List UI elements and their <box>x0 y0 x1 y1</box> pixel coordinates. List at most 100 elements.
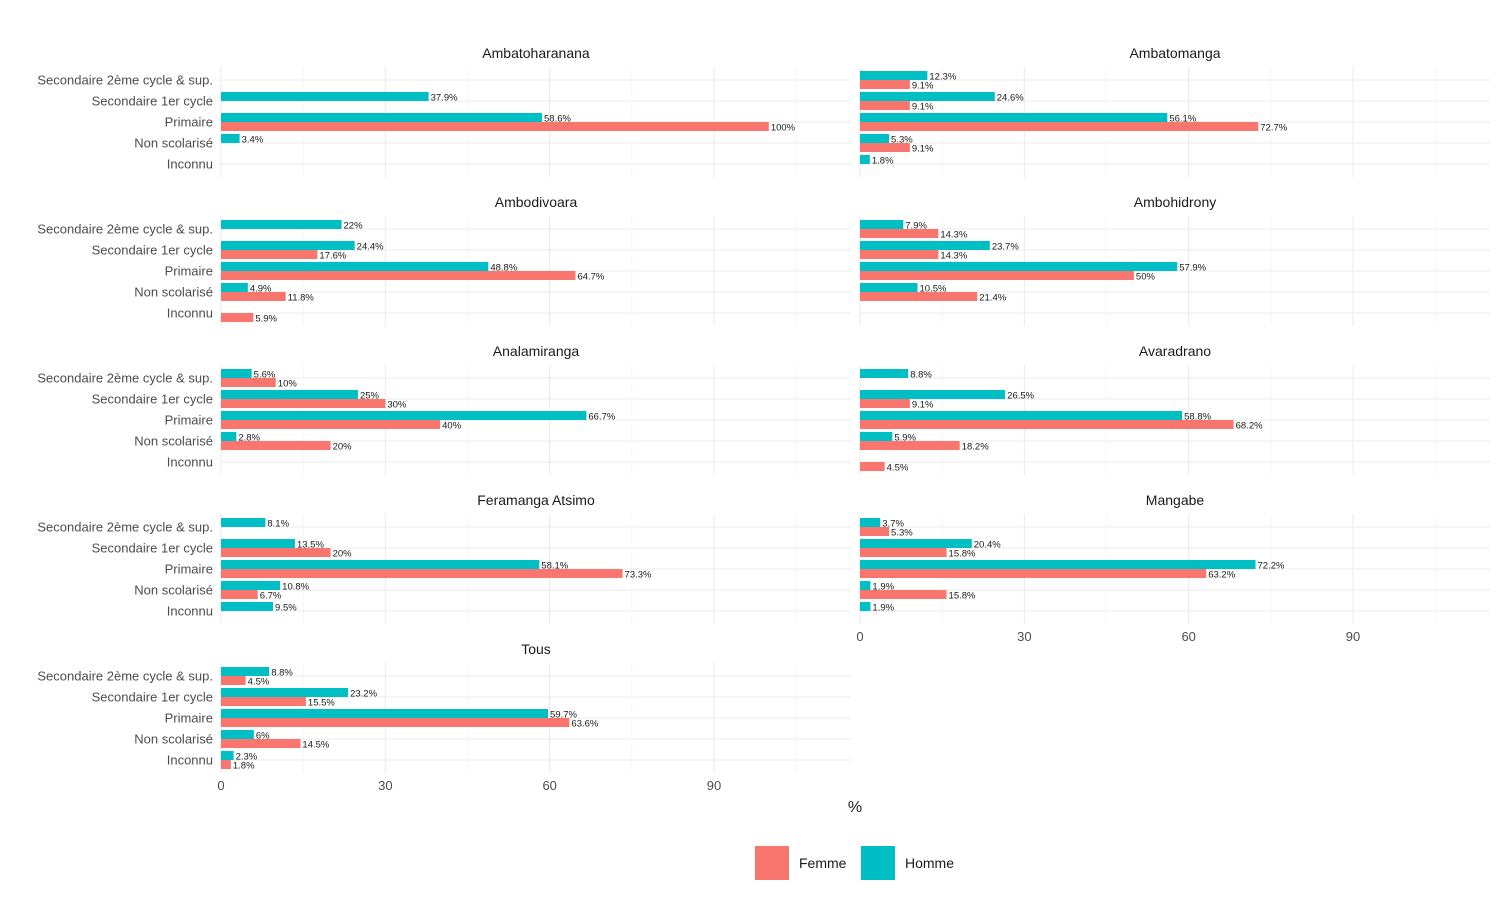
bar-homme <box>221 220 342 229</box>
bar-femme <box>221 441 331 450</box>
bar-femme <box>860 569 1207 578</box>
data-label: 21.4% <box>979 293 1006 304</box>
panel-mangabe: Mangabe 3.7% 20.4% 72.2% 1.9% 1.9% 5.3% 15.8% 63… <box>856 492 1490 644</box>
data-label: 5.9% <box>894 433 916 444</box>
panel-avaradrano: Avaradrano 8.8% 26.5% 58.8% 5.9% 9.1% 68.2% 18.… <box>859 343 1490 475</box>
data-label: 58.6% <box>544 114 571 125</box>
bar-homme <box>221 709 549 718</box>
data-label: 25% <box>360 391 380 402</box>
data-label: 64.7% <box>577 272 604 283</box>
bar-femme <box>221 399 386 408</box>
panel-title: Mangabe <box>1146 492 1205 508</box>
y-tick-label: Inconnu <box>167 455 213 470</box>
y-tick-label: Non scolarisé <box>134 285 213 300</box>
panel-title: Feramanga Atsimo <box>477 492 595 508</box>
data-label: 9.1% <box>912 144 934 155</box>
panel-title: Ambodivoara <box>495 194 578 210</box>
y-tick-label: Primaire <box>165 413 213 428</box>
data-label: 24.4% <box>357 242 384 253</box>
bar-femme <box>860 143 910 152</box>
x-tick-label: 0 <box>856 629 863 644</box>
data-label: 37.9% <box>431 93 458 104</box>
panel-title: Ambatomanga <box>1129 45 1220 61</box>
data-label: 6% <box>256 731 270 742</box>
bar-homme <box>860 92 995 101</box>
bar-homme <box>221 602 274 611</box>
x-tick-label: 60 <box>542 778 556 793</box>
bar-homme <box>221 262 489 271</box>
data-label: 20% <box>333 549 353 560</box>
data-label: 8.1% <box>267 519 289 530</box>
y-tick-label: Secondaire 1er cycle <box>92 541 213 556</box>
y-tick-label: Inconnu <box>167 157 213 172</box>
data-label: 5.3% <box>891 528 913 539</box>
bar-homme <box>221 518 266 527</box>
bar-homme <box>860 539 972 548</box>
bar-femme <box>860 441 960 450</box>
bar-femme <box>221 590 258 599</box>
bar-homme <box>860 113 1168 122</box>
data-label: 72.2% <box>1258 561 1285 572</box>
x-tick-label: 0 <box>217 778 224 793</box>
panel-ambatoharanana: Ambatoharanana Secondaire 2ème cycle & su… <box>37 45 851 177</box>
y-tick-label: Secondaire 1er cycle <box>92 392 213 407</box>
panel-ambatomanga: Ambatomanga 12.3% 24.6% 56.1% 5.3% 1.8% 9.1% 9.… <box>859 45 1490 177</box>
data-label: 5.9% <box>255 314 277 325</box>
data-label: 20% <box>333 442 353 453</box>
panels: Ambatoharanana Secondaire 2ème cycle & su… <box>37 45 1490 793</box>
y-tick-label: Non scolarisé <box>134 732 213 747</box>
bar-homme <box>860 220 904 229</box>
data-label: 14.3% <box>940 251 967 262</box>
bar-femme <box>221 697 306 706</box>
data-label: 9.5% <box>275 603 297 614</box>
bar-homme <box>221 92 429 101</box>
data-label: 66.7% <box>588 412 615 423</box>
bar-femme <box>221 420 441 429</box>
bar-homme <box>860 432 893 441</box>
bar-femme <box>860 80 910 89</box>
bar-homme <box>860 518 881 527</box>
bar-homme <box>860 581 871 590</box>
legend-key-femme <box>755 846 789 880</box>
data-label: 23.7% <box>992 242 1019 253</box>
data-label: 5.6% <box>254 370 276 381</box>
panel-ambodivoara: Ambodivoara Secondaire 2ème cycle & sup. S… <box>37 194 851 326</box>
data-label: 11.8% <box>288 293 315 304</box>
bar-homme <box>221 241 355 250</box>
bar-homme <box>221 730 254 739</box>
bar-femme <box>860 548 947 557</box>
data-label: 100% <box>771 123 796 134</box>
data-label: 1.9% <box>872 582 894 593</box>
y-tick-label: Primaire <box>165 711 213 726</box>
bar-homme <box>221 667 270 676</box>
bar-homme <box>860 71 928 80</box>
data-label: 2.8% <box>238 433 260 444</box>
bar-homme <box>221 113 543 122</box>
bar-femme <box>860 229 939 238</box>
bar-homme <box>860 241 990 250</box>
data-label: 8.8% <box>910 370 932 381</box>
data-label: 22% <box>344 221 364 232</box>
bar-femme <box>860 101 910 110</box>
data-label: 17.6% <box>319 251 346 262</box>
data-label: 26.5% <box>1007 391 1034 402</box>
data-label: 50% <box>1136 272 1156 283</box>
bar-homme <box>221 688 349 697</box>
panel-title: Ambohidrony <box>1134 194 1217 210</box>
bar-femme <box>860 527 890 536</box>
data-label: 10.5% <box>920 284 947 295</box>
y-tick-label: Secondaire 1er cycle <box>92 243 213 258</box>
data-label: 4.5% <box>248 677 270 688</box>
data-label: 10% <box>278 379 298 390</box>
data-label: 9.1% <box>912 102 934 113</box>
data-label: 68.2% <box>1236 421 1263 432</box>
bar-femme <box>221 760 231 769</box>
bar-femme <box>860 122 1259 131</box>
data-label: 13.5% <box>297 540 324 551</box>
bar-femme <box>860 292 978 301</box>
y-tick-label: Primaire <box>165 562 213 577</box>
data-label: 8.8% <box>271 668 293 679</box>
y-tick-label: Non scolarisé <box>134 434 213 449</box>
bar-femme <box>221 718 570 727</box>
data-label: 4.9% <box>250 284 272 295</box>
